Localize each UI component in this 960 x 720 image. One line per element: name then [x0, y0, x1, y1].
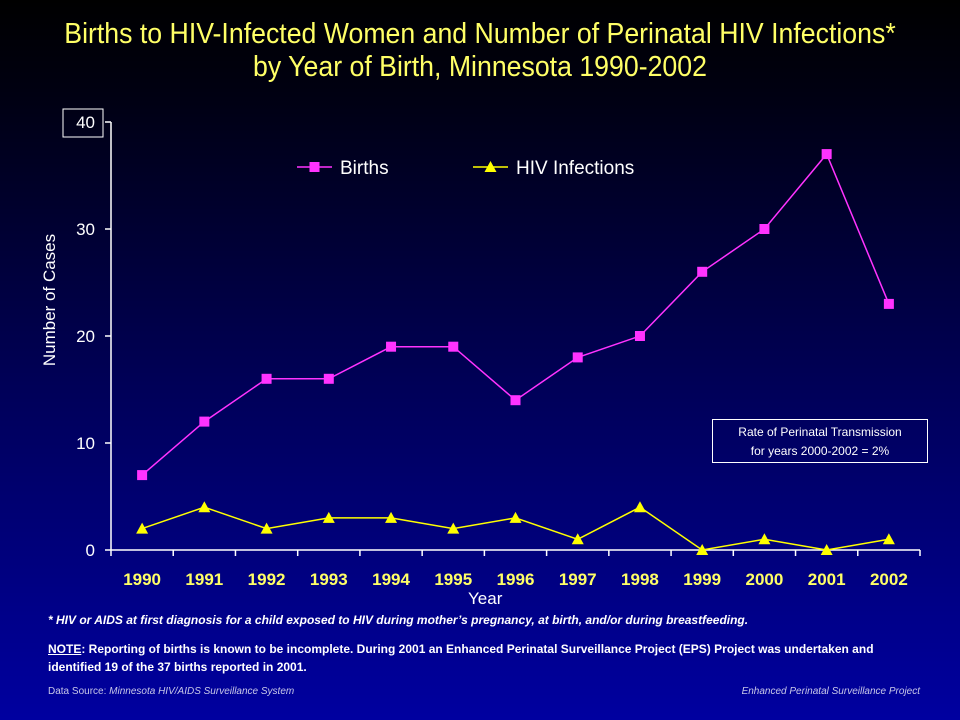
- annotation-line-2: for years 2000-2002 = 2%: [750, 444, 890, 458]
- x-tick-label: 1998: [621, 570, 659, 589]
- x-tick-label: 1996: [497, 570, 535, 589]
- legend-births-label: Births: [340, 158, 389, 179]
- hiv-infections-point: [571, 533, 584, 545]
- y-tick-label: 30: [76, 220, 95, 239]
- hiv-infections-point: [136, 522, 149, 534]
- births-point: [199, 416, 210, 427]
- y-tick-label: 20: [76, 327, 95, 346]
- x-tick-label: 1999: [683, 570, 721, 589]
- births-point: [697, 266, 708, 277]
- data-source: Data Source: Minnesota HIV/AIDS Surveill…: [48, 686, 294, 697]
- transmission-rate-annotation: Rate of Perinatal Transmission for years…: [712, 419, 928, 463]
- births-point: [137, 470, 148, 481]
- births-point: [386, 341, 397, 352]
- annotation-line-1: Rate of Perinatal Transmission: [738, 425, 902, 439]
- x-tick-label: 2002: [870, 570, 908, 589]
- births-point: [572, 352, 583, 363]
- hiv-infections-point: [882, 533, 895, 545]
- chart-title: Births to HIV-Infected Women and Number …: [38, 18, 921, 84]
- note: NOTE: Reporting of births is known to be…: [48, 640, 918, 676]
- x-tick-label: 1991: [185, 570, 223, 589]
- y-tick-label: 0: [86, 541, 95, 560]
- births-point: [448, 341, 459, 352]
- hiv-infections-point: [447, 522, 460, 534]
- x-tick-label: 1992: [248, 570, 286, 589]
- births-point: [821, 149, 832, 160]
- x-axis-label: Year: [468, 589, 503, 608]
- y-max-tick-box: [62, 108, 104, 138]
- x-tick-label: 2000: [746, 570, 784, 589]
- legend-hiv-infections-label: HIV Infections: [516, 158, 634, 179]
- y-tick-label: 10: [76, 434, 95, 453]
- hiv-infections-point: [260, 522, 273, 534]
- title-line-2: by Year of Birth, Minnesota 1990-2002: [253, 51, 707, 83]
- legend-births-marker: [309, 162, 320, 172]
- x-tick-label: 2001: [808, 570, 846, 589]
- project-credit: Enhanced Perinatal Surveillance Project: [741, 686, 920, 697]
- hiv-infections-point: [198, 501, 211, 513]
- hiv-infections-point: [758, 533, 771, 545]
- births-point: [323, 373, 334, 384]
- x-tick-label: 1993: [310, 570, 348, 589]
- note-text: : Reporting of births is known to be inc…: [48, 642, 874, 674]
- data-source-value: Minnesota HIV/AIDS Surveillance System: [109, 686, 295, 697]
- hiv-infections-point: [385, 511, 398, 523]
- births-point: [759, 224, 770, 234]
- footnote: * HIV or AIDS at first diagnosis for a c…: [48, 613, 749, 627]
- x-tick-label: 1995: [434, 570, 472, 589]
- x-tick-label: 1990: [123, 570, 161, 589]
- y-tick-label: 40: [76, 113, 95, 132]
- y-axis-label: Number of Cases: [40, 233, 59, 367]
- x-tick-label: 1997: [559, 570, 597, 589]
- x-tick-label: 1994: [372, 570, 410, 589]
- note-label: NOTE: [48, 642, 82, 656]
- hiv-infections-point: [322, 511, 335, 523]
- title-line-1: Births to HIV-Infected Women and Number …: [64, 18, 896, 50]
- births-point: [883, 298, 894, 309]
- hiv-infections-point: [820, 544, 833, 555]
- births-point: [261, 373, 272, 384]
- hiv-infections-point: [509, 511, 522, 523]
- data-source-label: Data Source:: [48, 686, 110, 697]
- hiv-infections-point: [696, 544, 709, 555]
- hiv-infections-point: [633, 501, 646, 513]
- births-point: [510, 395, 521, 406]
- legend-hiv-infections-marker: [484, 161, 497, 172]
- births-point: [634, 331, 645, 341]
